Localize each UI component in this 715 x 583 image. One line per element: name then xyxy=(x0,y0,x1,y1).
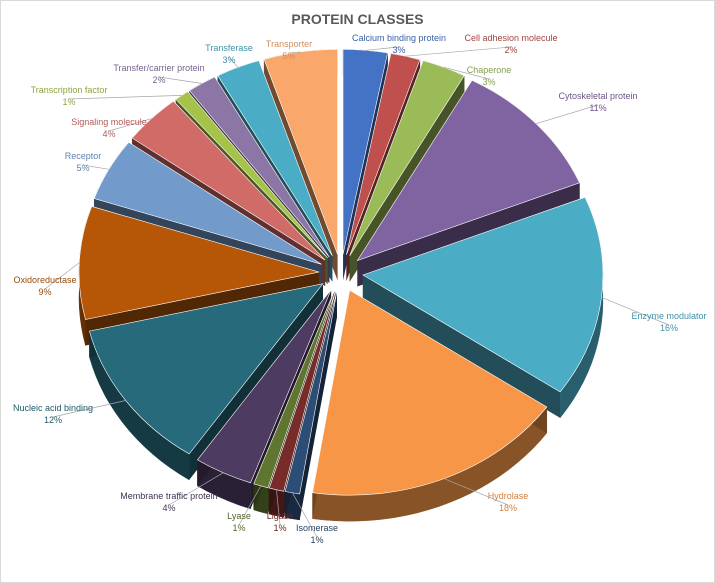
leader-line-nucleic-acid-binding xyxy=(52,400,126,418)
leader-line-transcription-factor xyxy=(68,95,182,100)
label-name-enzyme-modulator: Enzyme modulator xyxy=(631,311,706,321)
slice-cytoskeletal-protein xyxy=(356,80,580,262)
label-value-signaling-molecule: 4% xyxy=(102,129,115,139)
leader-line-enzyme-modulator xyxy=(601,296,670,326)
leader-line-ligase xyxy=(276,489,281,526)
slice-signaling-molecule xyxy=(131,100,326,261)
label-value-isomerase: 1% xyxy=(310,535,323,545)
slice-oxidoreductase xyxy=(78,206,320,320)
label-value-lyase: 1% xyxy=(232,523,245,533)
label-name-membrane-traffic-protein: Membrane traffic protein xyxy=(120,491,217,501)
label-name-signaling-molecule: Signaling molecule xyxy=(71,117,147,127)
label-name-isomerase: Isomerase xyxy=(296,523,338,533)
slice-isomerase xyxy=(284,291,338,495)
slice-membrane-traffic-protein xyxy=(196,289,332,484)
label-value-membrane-traffic-protein: 4% xyxy=(162,503,175,513)
leader-line-membrane-traffic-protein xyxy=(168,472,224,506)
leader-line-oxidoreductase xyxy=(44,262,80,290)
label-value-transfer-carrier-protein: 2% xyxy=(152,75,165,85)
slice-lyase xyxy=(253,290,335,489)
label-value-calcium-binding-protein: 3% xyxy=(392,45,405,55)
label-value-enzyme-modulator: 16% xyxy=(660,323,678,333)
label-value-transcription-factor: 1% xyxy=(62,97,75,107)
slice-nucleic-acid-binding xyxy=(89,283,324,455)
chart-title: PROTEIN CLASSES xyxy=(291,11,424,27)
slice-hydrolase xyxy=(312,289,548,496)
slice-chaperone xyxy=(349,60,465,256)
label-value-chaperone: 3% xyxy=(482,77,495,87)
leader-line-isomerase xyxy=(292,492,318,538)
leader-line-signaling-molecule xyxy=(108,118,152,132)
label-name-transcription-factor: Transcription factor xyxy=(31,85,108,95)
leader-line-chaperone xyxy=(444,66,490,80)
slice-edge-enzyme-modulator-1 xyxy=(362,275,561,418)
label-name-transferase: Transferase xyxy=(205,43,253,53)
slice-calcium-binding-protein xyxy=(342,49,388,255)
label-value-ligase: 1% xyxy=(273,523,286,533)
label-value-oxidoreductase: 9% xyxy=(38,287,51,297)
slice-transferase xyxy=(217,60,333,256)
label-value-nucleic-acid-binding: 12% xyxy=(44,415,62,425)
leader-line-cell-adhesion-molecule xyxy=(405,46,512,57)
label-name-chaperone: Chaperone xyxy=(467,65,512,75)
leader-line-receptor xyxy=(82,164,109,170)
label-value-cytoskeletal-protein: 11% xyxy=(589,103,606,113)
leader-line-transporter xyxy=(288,51,301,54)
label-name-transfer-carrier-protein: Transfer/carrier protein xyxy=(113,63,204,73)
label-name-cytoskeletal-protein: Cytoskeletal protein xyxy=(558,91,637,101)
label-name-receptor: Receptor xyxy=(65,151,102,161)
leader-line-transfer-carrier-protein xyxy=(158,76,202,84)
pie-tops xyxy=(78,49,604,496)
label-name-transporter: Transporter xyxy=(266,39,312,49)
label-value-transporter: 5% xyxy=(282,51,295,61)
label-name-ligase: Ligase xyxy=(267,511,294,521)
label-value-hydrolase: 18% xyxy=(499,503,517,513)
leader-lines xyxy=(44,46,670,538)
label-value-receptor: 5% xyxy=(76,163,89,173)
slice-labels: Calcium binding protein 3% Cell adhesion m… xyxy=(13,33,707,545)
leader-line-calcium-binding-protein xyxy=(365,46,400,51)
label-name-oxidoreductase: Oxidoreductase xyxy=(13,275,76,285)
leader-line-lyase xyxy=(238,485,262,526)
leader-line-hydrolase xyxy=(443,478,509,506)
leader-line-transferase xyxy=(228,56,239,68)
leader-line-cytoskeletal-protein xyxy=(535,104,599,125)
label-name-calcium-binding-protein: Calcium binding protein xyxy=(352,33,446,43)
label-name-hydrolase: Hydrolase xyxy=(488,491,529,501)
label-name-nucleic-acid-binding: Nucleic acid binding xyxy=(13,403,93,413)
label-value-transferase: 3% xyxy=(222,55,235,65)
label-value-cell-adhesion-molecule: 2% xyxy=(504,45,517,55)
label-name-cell-adhesion-molecule: Cell adhesion molecule xyxy=(464,33,557,43)
label-name-lyase: Lyase xyxy=(227,511,251,521)
slice-ligase xyxy=(268,291,336,492)
